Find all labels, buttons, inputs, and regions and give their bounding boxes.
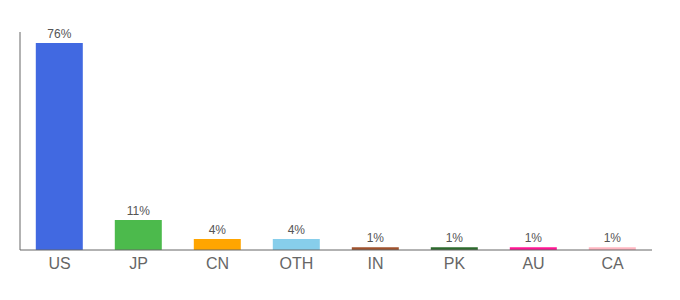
svg-text:OTH: OTH <box>280 255 314 272</box>
svg-text:4%: 4% <box>209 223 227 237</box>
svg-text:11%: 11% <box>127 204 150 218</box>
svg-text:US: US <box>48 255 70 272</box>
svg-text:CN: CN <box>206 255 229 272</box>
svg-text:76%: 76% <box>47 27 71 41</box>
svg-text:PK: PK <box>444 255 466 272</box>
svg-text:IN: IN <box>368 255 384 272</box>
svg-text:AU: AU <box>522 255 544 272</box>
svg-text:CA: CA <box>601 255 624 272</box>
svg-text:4%: 4% <box>288 223 306 237</box>
svg-text:JP: JP <box>129 255 148 272</box>
svg-text:1%: 1% <box>525 231 543 245</box>
svg-text:1%: 1% <box>604 231 622 245</box>
svg-text:1%: 1% <box>446 231 464 245</box>
svg-text:1%: 1% <box>367 231 385 245</box>
